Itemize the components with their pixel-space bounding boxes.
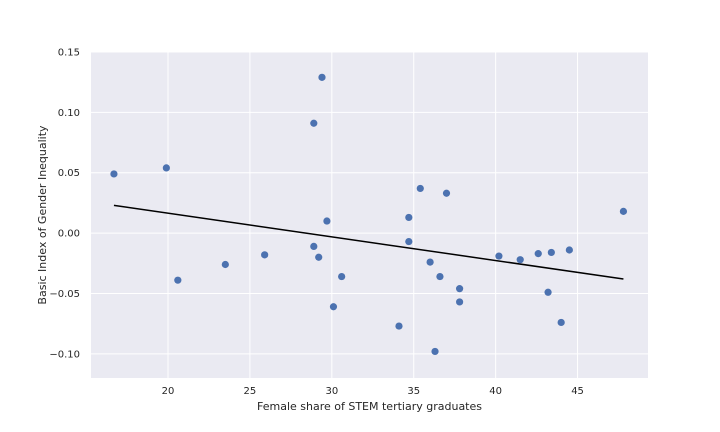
y-tick-label: 0.00 <box>58 229 80 240</box>
data-point <box>315 253 323 261</box>
y-axis-ticks: −0.10 −0.05 0.00 0.05 0.10 0.15 <box>49 48 80 361</box>
grid <box>91 51 648 378</box>
plot-area <box>91 52 648 378</box>
x-axis-ticks: 20 25 30 35 40 45 <box>162 386 584 397</box>
data-point <box>442 189 451 197</box>
data-point <box>416 184 424 193</box>
x-tick-label: 30 <box>325 386 338 397</box>
data-point <box>405 213 413 222</box>
trend-line-group <box>113 204 624 280</box>
y-tick-label: −0.05 <box>49 289 80 300</box>
data-point <box>431 347 439 356</box>
x-tick-label: 25 <box>244 386 257 397</box>
x-axis-label: Female share of STEM tertiary graduates <box>257 400 482 413</box>
data-point <box>338 272 346 281</box>
data-point <box>405 237 413 246</box>
x-tick-label: 45 <box>571 386 584 397</box>
x-tick-label: 40 <box>489 386 502 397</box>
data-points <box>110 73 628 356</box>
data-point <box>221 260 229 269</box>
data-point <box>547 248 555 257</box>
data-point <box>310 242 318 250</box>
y-tick-label: 0.10 <box>58 108 80 119</box>
data-point <box>565 246 573 254</box>
y-tick-label: 0.05 <box>58 168 80 179</box>
data-point <box>310 119 318 127</box>
x-tick-label: 35 <box>407 386 420 397</box>
data-point <box>557 318 565 327</box>
data-point <box>318 73 326 81</box>
data-point <box>323 217 331 225</box>
data-point <box>395 322 403 330</box>
data-point <box>544 288 552 296</box>
data-point <box>516 256 524 264</box>
data-point <box>619 207 628 215</box>
data-point <box>110 170 118 178</box>
data-point <box>436 272 444 281</box>
data-point <box>261 251 269 259</box>
x-tick-label: 20 <box>162 386 175 397</box>
y-tick-label: 0.15 <box>58 48 80 59</box>
data-point <box>174 276 182 284</box>
data-point <box>534 250 542 258</box>
data-point <box>495 252 503 260</box>
data-point <box>456 285 464 293</box>
data-point <box>426 258 434 266</box>
data-point <box>329 303 338 311</box>
data-point <box>456 298 464 306</box>
y-tick-label: −0.10 <box>49 349 80 360</box>
trend-line <box>113 204 624 280</box>
data-point <box>162 164 170 172</box>
y-axis-label: Basic Index of Gender Inequality <box>36 125 49 305</box>
